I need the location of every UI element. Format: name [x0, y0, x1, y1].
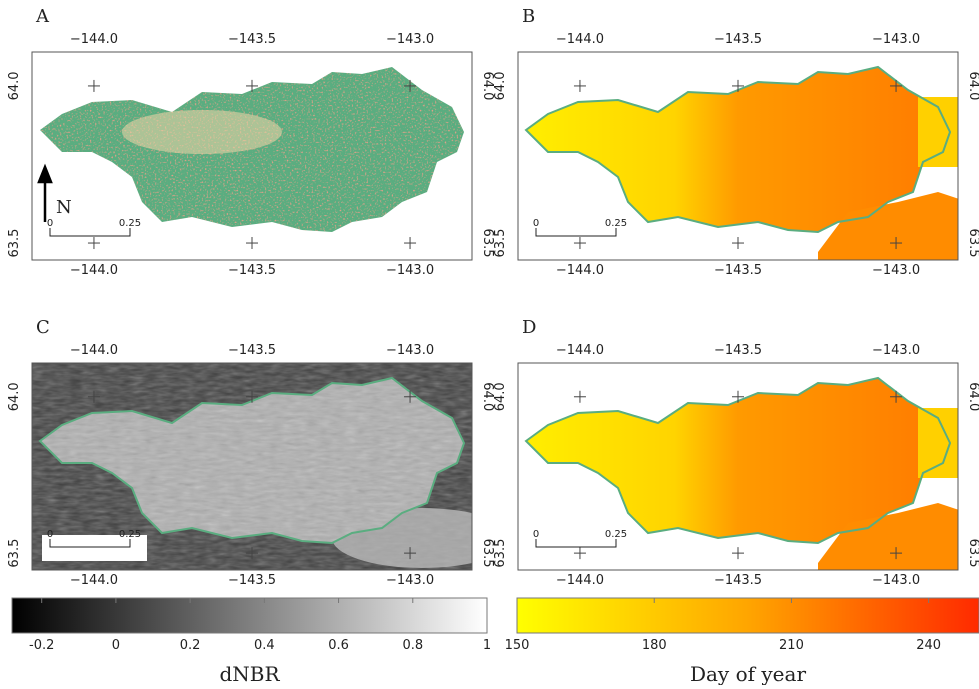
colorbar-tick-label: -0.2 — [29, 638, 54, 653]
x-tick-label: −144.0 — [70, 343, 118, 358]
x-tick-label: −143.0 — [872, 573, 920, 588]
unburned-patch — [122, 110, 282, 154]
y-tick-label: 64.0 — [480, 382, 495, 411]
colorbar-tick-label: 1 — [483, 638, 491, 653]
scale-bar — [535, 228, 617, 237]
map-content — [32, 363, 472, 570]
scale-label: 0.25 — [119, 218, 141, 229]
x-tick-label: −144.0 — [70, 573, 118, 588]
scale-label: 0 — [533, 529, 539, 540]
x-tick-label: −143.0 — [872, 263, 920, 278]
map-frame — [31, 362, 473, 571]
panel-label: C — [36, 317, 50, 338]
y-tick-label: 64.0 — [493, 71, 508, 100]
colorbar-tick-label: 0.2 — [180, 638, 201, 653]
x-tick-label: −144.0 — [556, 263, 604, 278]
perimeter — [38, 376, 466, 545]
x-tick-label: −144.0 — [70, 263, 118, 278]
colorbar-tick-label: 0.4 — [254, 638, 275, 653]
y-tick-label: 64.0 — [7, 382, 22, 411]
x-tick-label: −143.0 — [872, 343, 920, 358]
y-tick-label: 63.5 — [493, 539, 508, 568]
map-content — [40, 67, 464, 232]
y-tick-label: 64.0 — [966, 71, 979, 100]
colorbar-tick-label: 210 — [779, 638, 804, 653]
x-tick-label: −144.0 — [70, 32, 118, 47]
panel-label: B — [522, 6, 535, 27]
panel-label: D — [522, 317, 536, 338]
scale-label: 0.25 — [605, 218, 627, 229]
scale-bar — [49, 539, 131, 548]
burn-date-south — [818, 192, 958, 260]
burn-date-east — [918, 97, 958, 167]
y-tick-label: 64.0 — [7, 71, 22, 100]
x-tick-label: −143.5 — [714, 573, 762, 588]
x-tick-label: −143.0 — [872, 32, 920, 47]
dnbr-burn-noise — [40, 378, 464, 543]
colorbar-tick-label: 0.6 — [328, 638, 349, 653]
map-layer — [32, 363, 472, 570]
map-layer — [524, 376, 958, 570]
x-tick-label: −143.5 — [228, 343, 276, 358]
y-tick-label: 63.5 — [493, 229, 508, 258]
burn-date — [526, 378, 950, 543]
scale-label: 0 — [47, 218, 53, 229]
x-tick-label: −143.0 — [386, 263, 434, 278]
burn-date — [526, 67, 950, 232]
x-tick-label: −143.5 — [714, 343, 762, 358]
perimeter — [524, 376, 952, 545]
burn-date-east — [918, 408, 958, 478]
map-layer — [40, 67, 464, 232]
y-tick-label: 63.5 — [480, 539, 495, 568]
colorbar — [516, 597, 979, 634]
y-tick-label: 64.0 — [966, 382, 979, 411]
x-tick-label: −143.5 — [714, 263, 762, 278]
y-tick-label: 64.0 — [493, 382, 508, 411]
x-tick-label: −143.0 — [386, 573, 434, 588]
colorbar — [11, 597, 488, 634]
y-tick-label: 64.0 — [480, 71, 495, 100]
scale-label: 0 — [533, 218, 539, 229]
north-arrow — [37, 163, 53, 222]
x-tick-label: −143.5 — [228, 573, 276, 588]
x-tick-label: −143.5 — [714, 32, 762, 47]
colorbar-tick-label: 150 — [505, 638, 530, 653]
burn-date-south — [818, 503, 958, 570]
north-label: N — [56, 197, 72, 218]
x-tick-label: −144.0 — [556, 573, 604, 588]
y-tick-label: 63.5 — [7, 539, 22, 568]
y-tick-label: 63.5 — [966, 539, 979, 568]
map-content — [524, 65, 958, 260]
map-content — [524, 376, 958, 570]
scale-label: 0 — [47, 529, 53, 540]
colorbar-tick-label: 0.8 — [402, 638, 423, 653]
scale-label: 0.25 — [119, 529, 141, 540]
colorbar-tick-label: 0 — [112, 638, 120, 653]
colorbar-title: dNBR — [219, 662, 280, 685]
colorbar-title: Day of year — [690, 662, 806, 685]
colorbar-tick-label: 180 — [642, 638, 667, 653]
x-tick-label: −143.5 — [228, 32, 276, 47]
scale-bar — [49, 228, 131, 237]
scale-label: 0.25 — [605, 529, 627, 540]
map-frame — [517, 51, 959, 261]
map-frame — [31, 51, 473, 261]
x-tick-label: −143.0 — [386, 32, 434, 47]
scale-bar — [535, 539, 617, 548]
y-tick-label: 63.5 — [966, 229, 979, 258]
x-tick-label: −143.5 — [228, 263, 276, 278]
colorbar-tick-label: 240 — [916, 638, 941, 653]
x-tick-label: −144.0 — [556, 343, 604, 358]
x-tick-label: −144.0 — [556, 32, 604, 47]
x-tick-label: −143.0 — [386, 343, 434, 358]
map-layer — [524, 65, 958, 260]
y-tick-label: 63.5 — [480, 229, 495, 258]
perimeter — [524, 65, 952, 234]
map-frame — [517, 362, 959, 571]
burn-dots — [40, 67, 464, 232]
panel-label: A — [35, 6, 50, 27]
y-tick-label: 63.5 — [7, 229, 22, 258]
